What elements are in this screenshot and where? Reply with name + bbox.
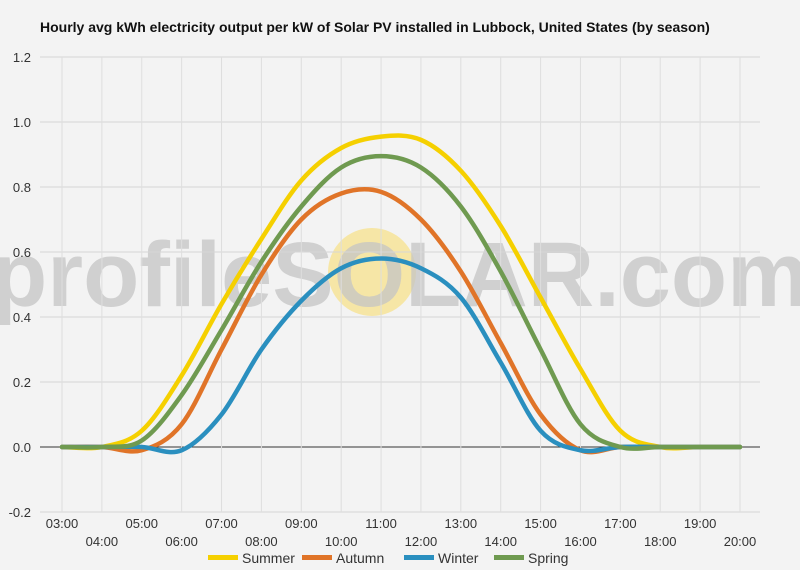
watermark-text: profileSOLAR.com: [0, 224, 800, 326]
x-tick-label: 04:00: [86, 534, 119, 549]
series-line-spring: [59, 153, 743, 451]
x-tick-label: 17:00: [604, 516, 637, 531]
legend-swatch-spring: [494, 555, 524, 560]
x-tick-label: 20:00: [724, 534, 757, 549]
watermark-sun: [328, 228, 416, 316]
legend: Summer Autumn Winter Spring: [208, 550, 568, 566]
legend-label-spring: Spring: [528, 550, 568, 566]
y-tick-label: 0.4: [13, 310, 31, 325]
series-line-summer: [59, 133, 743, 451]
x-tick-label: 10:00: [325, 534, 358, 549]
legend-label-summer: Summer: [242, 550, 295, 566]
legend-swatch-summer: [208, 555, 238, 560]
x-tick-label: 15:00: [524, 516, 557, 531]
x-tick-label: 12:00: [405, 534, 438, 549]
series-lines: [59, 133, 743, 455]
watermark: profileSOLAR.com: [0, 224, 800, 326]
x-tick-label: 11:00: [365, 516, 397, 531]
legend-swatch-winter: [404, 555, 434, 560]
x-tick-label: 05:00: [125, 516, 158, 531]
x-tick-label: 03:00: [46, 516, 79, 531]
x-tick-label: 16:00: [564, 534, 597, 549]
x-tick-label: 13:00: [445, 516, 478, 531]
x-tick-label: 18:00: [644, 534, 677, 549]
y-tick-label: 0.6: [13, 245, 31, 260]
x-tick-label: 06:00: [165, 534, 198, 549]
x-tick-label: 09:00: [285, 516, 318, 531]
x-tick-label: 19:00: [684, 516, 717, 531]
y-tick-label: 1.0: [13, 115, 31, 130]
x-tick-label: 07:00: [205, 516, 238, 531]
y-tick-label: 0.2: [13, 375, 31, 390]
legend-label-winter: Winter: [438, 550, 479, 566]
chart-title: Hourly avg kWh electricity output per kW…: [40, 19, 710, 35]
x-tick-label: 08:00: [245, 534, 278, 549]
y-tick-label: 1.2: [13, 50, 31, 65]
y-tick-label: 0.8: [13, 180, 31, 195]
legend-swatch-autumn: [302, 555, 332, 560]
x-tick-label: 14:00: [484, 534, 517, 549]
axis-labels: -0.2 0.0 0.2 0.4 0.6 0.8 1.0 1.2 03:00 04:00 05:00…: [9, 50, 757, 549]
legend-label-autumn: Autumn: [336, 550, 384, 566]
y-tick-label: -0.2: [9, 505, 31, 520]
y-tick-label: 0.0: [13, 440, 31, 455]
